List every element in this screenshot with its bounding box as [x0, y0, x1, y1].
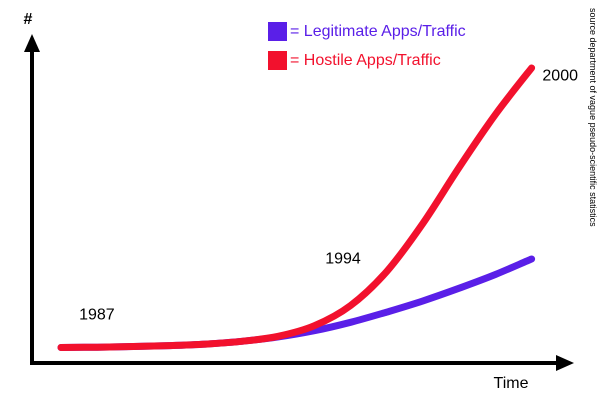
series-layer	[57, 64, 536, 351]
annotation-1994: 1994	[325, 251, 361, 268]
annotation-1987: 1987	[79, 307, 115, 324]
legend-item-legitimate: = Legitimate Apps/Traffic	[268, 22, 466, 41]
legend-swatch-hostile	[268, 51, 287, 70]
annotation-layer: 1987 1994 2000	[79, 67, 578, 323]
legend-label-legitimate: = Legitimate Apps/Traffic	[290, 22, 466, 40]
x-axis-arrowhead	[556, 355, 574, 371]
legend-item-hostile: = Hostile Apps/Traffic	[268, 51, 441, 70]
legend-label-hostile: = Hostile Apps/Traffic	[290, 51, 441, 69]
y-axis-arrowhead	[24, 34, 40, 52]
series-line-hostile	[57, 64, 536, 351]
annotation-2000: 2000	[542, 67, 578, 84]
y-axis-label: #	[24, 11, 33, 28]
axes	[24, 34, 574, 371]
x-axis-label: Time	[494, 375, 529, 392]
source-note: source department of vague pseudo-scient…	[588, 8, 598, 227]
legend-swatch-legitimate	[268, 22, 287, 41]
